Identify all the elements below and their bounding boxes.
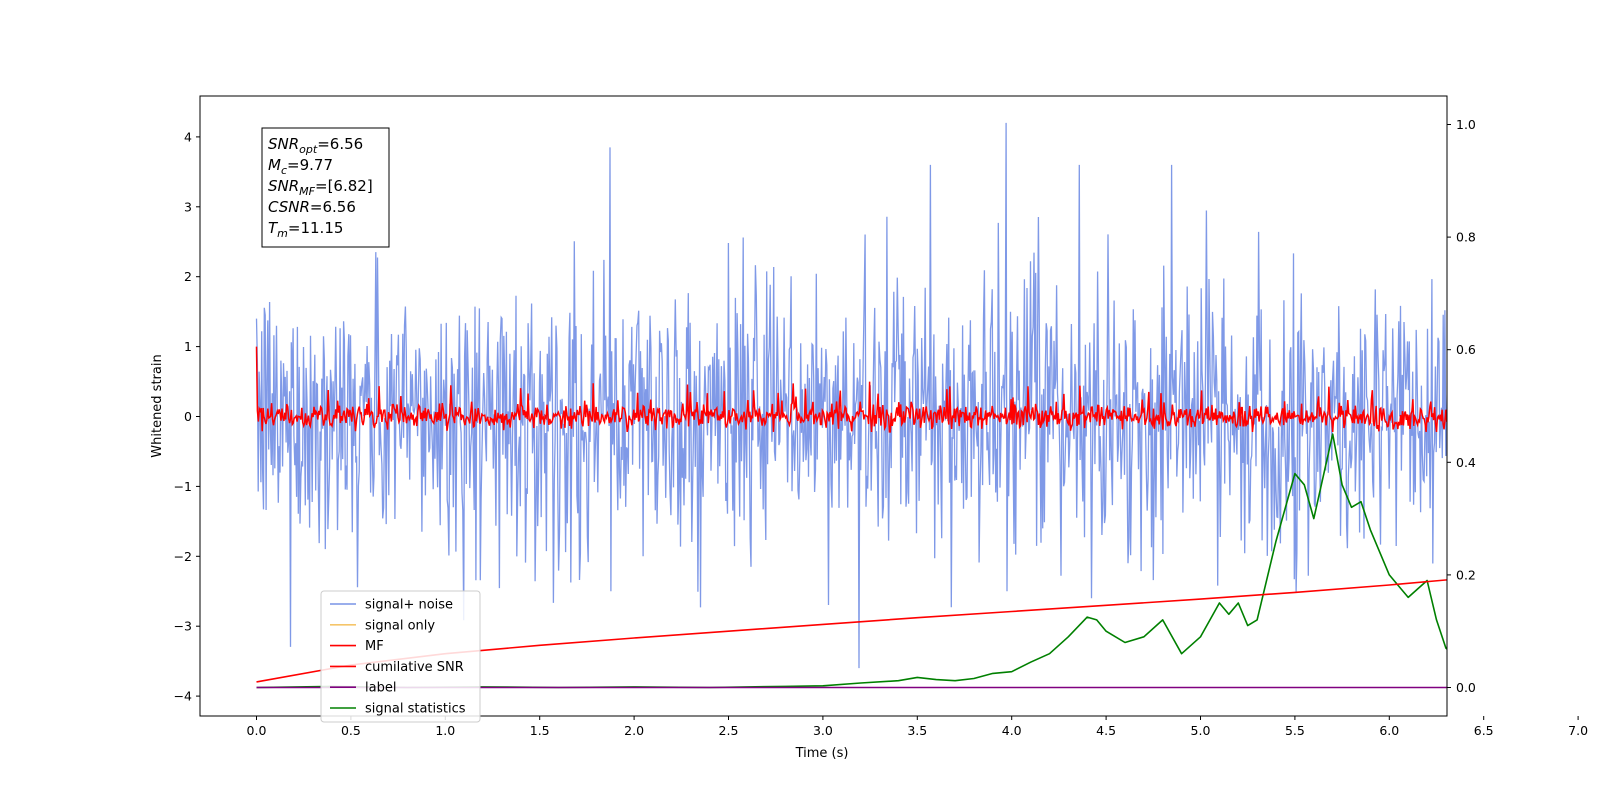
y-left-tick-label: −4	[174, 689, 192, 704]
y-axis-left: −4 −3 −2 −1 0 1 2 3 4	[174, 129, 200, 704]
annotation-frame	[261, 127, 390, 248]
x-tick-label: 5.5	[1285, 723, 1305, 738]
x-tick-label: 6.0	[1379, 723, 1399, 738]
y-left-tick-label: −1	[174, 479, 192, 494]
x-tick-label: 0.5	[341, 723, 361, 738]
annotation-line: SNRopt=6.56	[268, 135, 363, 156]
x-tick-label: 3.5	[907, 723, 927, 738]
series-signal-statistics-line	[256, 433, 1447, 689]
legend-frame	[320, 590, 481, 723]
x-axis: 0.0 0.5 1.0 1.5 2.0 2.5 3.0 3.5 4.0 4.5 5.0 5.5 6.0 6…	[247, 716, 1588, 738]
x-tick-label: 7.0	[1568, 723, 1588, 738]
x-tick-label: 4.0	[1002, 723, 1022, 738]
legend-label: signal only	[365, 618, 435, 633]
legend-label: label	[365, 681, 396, 696]
x-tick-label: 2.0	[624, 723, 644, 738]
y-left-tick-label: −2	[174, 549, 192, 564]
x-tick-label: 5.0	[1191, 723, 1211, 738]
x-tick-label: 1.0	[435, 723, 455, 738]
y-axis-right: 0.0 0.2 0.4 0.6 0.8 1.0	[1447, 117, 1476, 695]
y-right-tick-label: 0.2	[1456, 567, 1476, 582]
y-right-tick-label: 0.0	[1456, 680, 1476, 695]
x-tick-label: 6.5	[1474, 723, 1494, 738]
legend-label: signal+ noise	[365, 598, 453, 613]
y-right-tick-label: 0.4	[1456, 455, 1476, 470]
y-right-tick-label: 1.0	[1456, 117, 1476, 132]
series-mf-line	[255, 346, 1447, 433]
legend: signal+ noise signal only MF cumilative SNR…	[320, 590, 481, 723]
y-left-tick-label: 0	[184, 409, 192, 424]
x-tick-label: 0.0	[247, 723, 267, 738]
series-signal-plus-noise-line	[255, 122, 1447, 669]
legend-label: MF	[365, 639, 384, 654]
y-axis-label: Whitened strain	[150, 354, 165, 457]
y-right-tick-label: 0.8	[1456, 230, 1476, 245]
annotation-line: Mc=9.77	[268, 156, 333, 177]
x-tick-label: 2.5	[719, 723, 739, 738]
annotation-line: Tm=11.15	[268, 219, 343, 240]
y-left-tick-label: 4	[184, 129, 192, 144]
y-right-tick-label: 0.6	[1456, 342, 1476, 357]
x-axis-label: Time (s)	[795, 746, 849, 761]
y-left-tick-label: 1	[184, 339, 192, 354]
y-left-tick-label: 3	[184, 199, 192, 214]
y-left-tick-label: 2	[184, 269, 192, 284]
annotation-line: CSNR=6.56	[268, 198, 356, 216]
y-left-tick-label: −3	[174, 619, 192, 634]
annotation-line: SNRMF=[6.82]	[268, 177, 373, 198]
series-cumulative-snr-line	[256, 579, 1447, 683]
legend-label: signal statistics	[365, 702, 466, 717]
plot-frame	[199, 95, 1448, 717]
legend-label: cumilative SNR	[365, 660, 464, 675]
x-tick-label: 4.5	[1096, 723, 1116, 738]
x-tick-label: 1.5	[530, 723, 550, 738]
x-tick-label: 3.0	[813, 723, 833, 738]
plot-area	[255, 122, 1447, 689]
